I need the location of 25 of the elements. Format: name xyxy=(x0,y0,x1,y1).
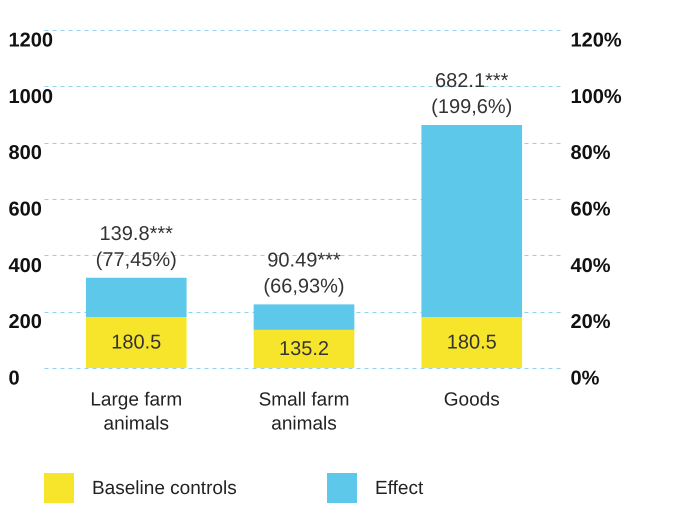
y-tick-label: 200 xyxy=(8,311,42,334)
y-tick-label: 800 xyxy=(8,142,42,164)
legend-label: Effect xyxy=(375,478,424,499)
y2-tick-label: 120% xyxy=(570,30,622,52)
y2-tick-label: 100% xyxy=(570,86,622,108)
data-label: 135.2 xyxy=(278,338,330,360)
y2-tick-label: 0% xyxy=(570,368,600,390)
x-tick-label: Goods xyxy=(444,390,500,410)
data-label: 180.5 xyxy=(111,332,162,354)
y-tick-label: 1200 xyxy=(8,30,53,52)
data-label: 90.49*** (66,93%) xyxy=(263,249,345,298)
y-tick-label: 600 xyxy=(8,198,42,220)
y2-tick-label: 80% xyxy=(570,142,611,164)
y2-tick-label: 60% xyxy=(570,198,611,220)
y-tick-label: 1000 xyxy=(8,86,53,108)
y2-tick-label: 40% xyxy=(570,254,611,277)
y-tick-label: 400 xyxy=(8,254,42,277)
data-label: 139.8*** (77,45%) xyxy=(96,222,177,271)
x-tick-label: Small farm animals xyxy=(258,390,350,434)
data-label: 682.1*** (199,6%) xyxy=(431,70,512,118)
y2-tick-label: 20% xyxy=(570,311,611,334)
x-tick-label: Large farm animals xyxy=(90,390,182,434)
legend-label: Baseline controls xyxy=(92,478,237,499)
data-label: 180.5 xyxy=(446,332,497,354)
y-tick-label: 0 xyxy=(8,368,20,390)
